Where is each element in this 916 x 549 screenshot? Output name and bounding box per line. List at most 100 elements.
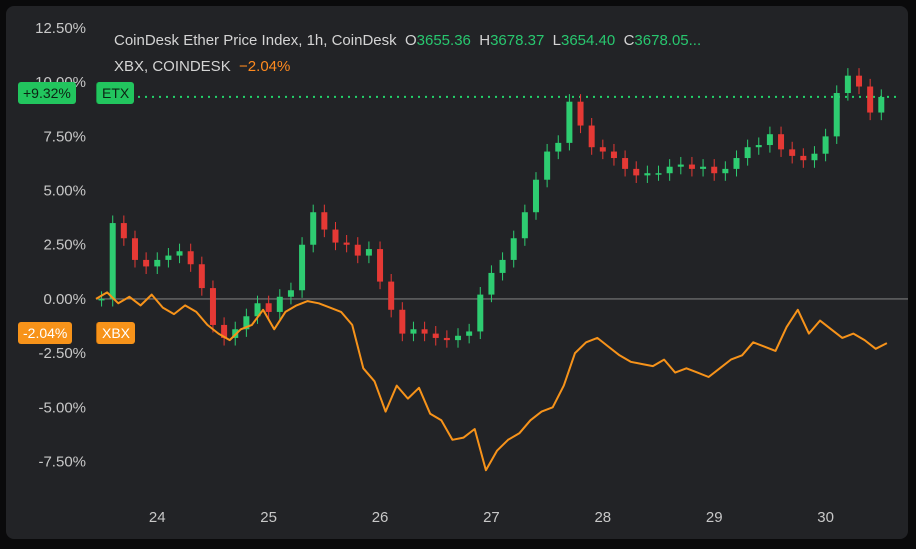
etx-candle	[432, 333, 439, 338]
x-tick-label: 29	[706, 509, 723, 526]
etx-candle	[154, 259, 161, 267]
etx-candle	[700, 166, 707, 169]
etx-candle	[677, 164, 684, 167]
etx-candle	[377, 249, 384, 282]
etx-candle	[722, 168, 729, 174]
legend-xbx: XBX, COINDESK −2.04%	[114, 58, 290, 75]
y-tick-label: -5.00%	[38, 399, 86, 416]
xbx-badge-name: XBX	[102, 325, 131, 341]
legend-xbx-value: −2.04%	[239, 58, 291, 75]
xbx-name-badge: XBX	[96, 322, 136, 344]
etx-candle	[354, 244, 361, 256]
etx-candle	[109, 223, 116, 299]
etx-candle	[254, 303, 261, 317]
etx-candle	[655, 173, 662, 175]
etx-candle	[610, 151, 617, 159]
etx-candle	[833, 93, 840, 137]
etx-candle	[343, 242, 350, 245]
etx-candle	[688, 164, 695, 169]
etx-candle	[856, 75, 863, 87]
legend-open-label: O	[404, 32, 417, 49]
etx-candle	[143, 259, 150, 267]
etx-candle	[466, 331, 473, 336]
chart-panel: 12.50%10.00%7.50%5.00%2.50%0.00%-2.50%-5…	[6, 6, 908, 539]
etx-value-badge: +9.32%	[18, 82, 76, 104]
etx-candle	[98, 298, 105, 301]
y-tick-label: 12.50%	[35, 20, 86, 37]
x-tick-label: 27	[483, 509, 500, 526]
etx-candle	[778, 134, 785, 150]
etx-candle	[789, 149, 796, 156]
etx-candle	[555, 142, 562, 152]
etx-candle	[276, 296, 283, 312]
etx-candle	[209, 288, 216, 325]
etx-candle	[198, 264, 205, 289]
etx-candle	[410, 329, 417, 334]
etx-candle	[622, 158, 629, 169]
x-tick-label: 28	[594, 509, 611, 526]
legend-low-label: L	[552, 32, 561, 49]
legend-open-value: 3655.36	[416, 32, 471, 49]
etx-candle	[265, 303, 272, 312]
etx-candle	[544, 151, 551, 180]
etx-candle	[399, 309, 406, 334]
etx-badge-name: ETX	[102, 85, 130, 101]
y-tick-label: 7.50%	[43, 128, 86, 145]
etx-candle	[566, 101, 573, 143]
xbx-series-line	[95, 291, 888, 472]
y-tick-label: 5.00%	[43, 183, 86, 200]
etx-candle	[165, 255, 172, 260]
etx-name-badge: ETX	[96, 82, 135, 104]
x-tick-label: 24	[149, 509, 166, 526]
price-chart[interactable]: 12.50%10.00%7.50%5.00%2.50%0.00%-2.50%-5…	[6, 6, 908, 539]
etx-candle	[477, 294, 484, 332]
etx-candle	[878, 96, 885, 113]
etx-candle	[187, 251, 194, 265]
legend-xbx-name: XBX, COINDESK	[114, 58, 231, 75]
xbx-value-badge: -2.04%	[18, 322, 73, 344]
etx-candle	[822, 136, 829, 154]
etx-candle	[844, 75, 851, 94]
etx-candle	[499, 259, 506, 273]
etx-candle	[243, 316, 250, 330]
etx-candle	[577, 101, 584, 126]
etx-candle	[443, 337, 450, 341]
etx-candle	[299, 244, 306, 291]
x-tick-label: 25	[260, 509, 277, 526]
etx-candle	[588, 125, 595, 148]
etx-candle	[744, 147, 751, 159]
y-tick-label: -2.50%	[38, 345, 86, 362]
xbx-badge-value: -2.04%	[23, 325, 68, 341]
etx-candle	[532, 179, 539, 213]
etx-candle	[755, 145, 762, 148]
x-tick-label: 30	[817, 509, 834, 526]
etx-candle	[599, 147, 606, 152]
etx-candle	[711, 166, 718, 174]
etx-candle	[633, 168, 640, 176]
etx-candle	[488, 272, 495, 295]
etx-candle	[310, 212, 317, 245]
legend-close-value: 3678.05...	[634, 32, 702, 49]
etx-candle	[867, 86, 874, 113]
etx-candle	[321, 212, 328, 230]
etx-candle	[510, 238, 517, 260]
etx-candle	[666, 166, 673, 174]
etx-candle	[421, 329, 428, 334]
x-tick-label: 26	[372, 509, 389, 526]
y-tick-label: 0.00%	[43, 291, 86, 308]
legend-close-label: C	[623, 32, 635, 49]
etx-candle	[388, 281, 395, 310]
etx-candle	[176, 251, 183, 256]
etx-candle	[332, 229, 339, 243]
y-tick-label: 2.50%	[43, 237, 86, 254]
etx-candle	[644, 173, 651, 176]
etx-candle	[287, 290, 294, 297]
etx-candle	[221, 324, 228, 338]
etx-candle	[455, 335, 462, 341]
etx-candle	[120, 223, 127, 239]
legend-high-value: 3678.37	[490, 32, 545, 49]
etx-candle	[733, 158, 740, 169]
etx-candle	[365, 249, 372, 256]
etx-candle	[521, 212, 528, 239]
